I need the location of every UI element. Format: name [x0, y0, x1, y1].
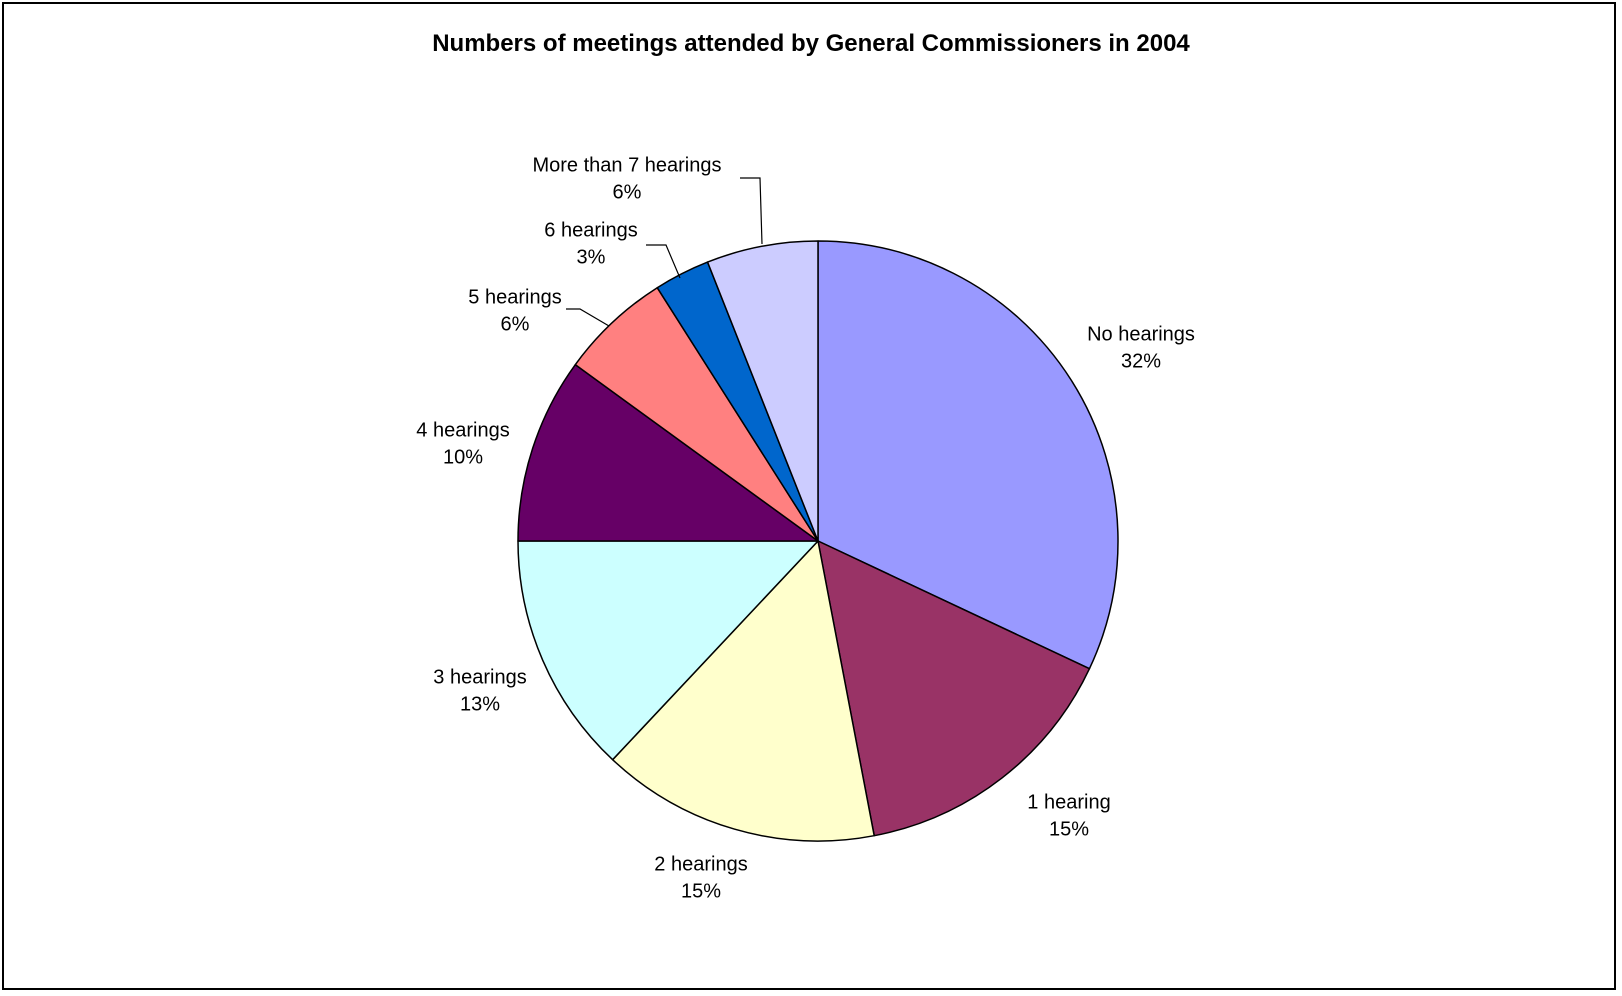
slice-category-label: No hearings — [1087, 324, 1195, 346]
slice-category-label: 6 hearings — [544, 220, 637, 242]
slice-category-label: 3 hearings — [433, 667, 526, 689]
slice-percent-label: 10% — [443, 447, 483, 469]
slice-percent-label: 6% — [501, 314, 530, 336]
pie-slice-3-hearings — [517, 540, 819, 761]
slice-label-1-hearing: 1 hearing 15% — [1027, 792, 1110, 841]
pie-slice-more-than-7-hearings — [706, 240, 819, 542]
leader-lines — [566, 177, 763, 327]
slice-percent-label: 32% — [1121, 351, 1161, 373]
slice-percent-label: 3% — [577, 247, 606, 269]
slice-category-label: 4 hearings — [416, 420, 509, 442]
slice-label-no-hearings: No hearings 32% — [1087, 324, 1195, 373]
slice-label-2-hearings: 2 hearings 15% — [654, 854, 747, 903]
slice-label-4-hearings: 4 hearings 10% — [416, 420, 509, 469]
slice-category-label: 2 hearings — [654, 854, 747, 876]
leader-line-6-hearings — [646, 244, 681, 279]
leader-line-5-hearings — [566, 308, 610, 327]
chart-title: Numbers of meetings attended by General … — [432, 30, 1190, 57]
slice-label-more-than-7-hearings: More than 7 hearings 6% — [532, 155, 721, 204]
slice-percent-label: 6% — [613, 182, 642, 204]
slice-label-6-hearings: 6 hearings 3% — [544, 220, 637, 269]
leader-line-more-than-7-hearings — [740, 177, 763, 245]
pie-slice-2-hearings — [611, 540, 875, 842]
pie-slice-no-hearings — [817, 240, 1119, 670]
slice-category-label: More than 7 hearings — [532, 155, 721, 177]
slice-label-3-hearings: 3 hearings 13% — [433, 667, 526, 716]
slice-percent-label: 13% — [460, 694, 500, 716]
pie-slice-4-hearings — [517, 363, 819, 542]
pie-slices — [517, 240, 1119, 842]
slice-percent-label: 15% — [1049, 819, 1089, 841]
pie-slice-1-hearing — [817, 540, 1091, 837]
slice-category-label: 1 hearing — [1027, 792, 1110, 814]
slice-percent-label: 15% — [681, 881, 721, 903]
slice-category-label: 5 hearings — [468, 287, 561, 309]
slice-label-5-hearings: 5 hearings 6% — [468, 287, 561, 336]
slice-labels: No hearings 32% 1 hearing 15% 2 hearings 15% 3… — [416, 155, 1195, 903]
